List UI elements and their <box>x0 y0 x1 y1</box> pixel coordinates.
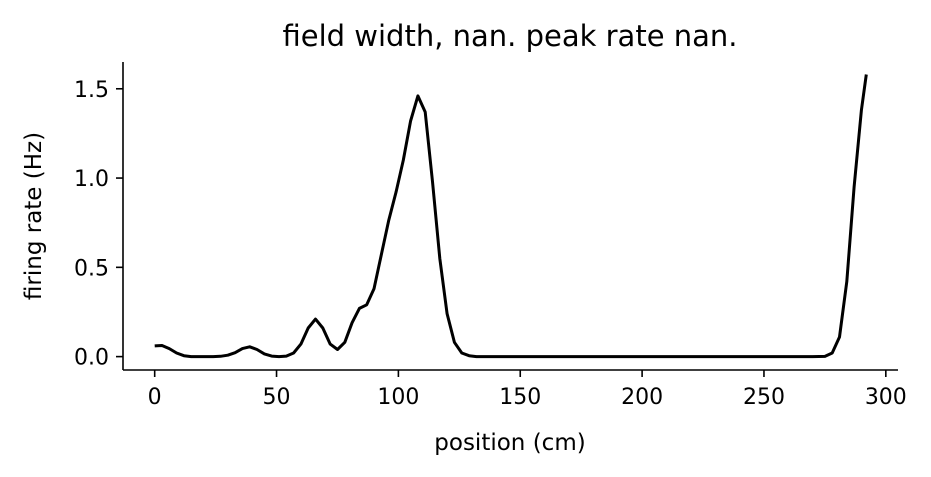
y-tick-label: 0.5 <box>74 256 109 281</box>
x-tick-label: 100 <box>377 385 419 410</box>
x-tick-label: 250 <box>743 385 785 410</box>
chart-title: field width, nan. peak rate nan. <box>282 19 737 53</box>
x-tick-label: 300 <box>865 385 907 410</box>
x-tick-label: 200 <box>621 385 663 410</box>
plot-area <box>154 74 868 359</box>
x-axis-ticks: 0 50 100 150 200 250 300 <box>148 370 907 410</box>
x-axis-label: position (cm) <box>434 430 585 456</box>
y-tick-label: 1.0 <box>74 167 109 192</box>
x-tick-label: 50 <box>263 385 291 410</box>
firing-rate-line <box>154 74 868 359</box>
y-tick-label: 0.0 <box>74 346 109 371</box>
x-tick-label: 0 <box>148 385 162 410</box>
y-axis-ticks: 0.0 0.5 1.0 1.5 <box>74 78 123 371</box>
x-tick-label: 150 <box>499 385 541 410</box>
y-tick-label: 1.5 <box>74 78 109 103</box>
y-axis-label: firing rate (Hz) <box>21 132 47 300</box>
